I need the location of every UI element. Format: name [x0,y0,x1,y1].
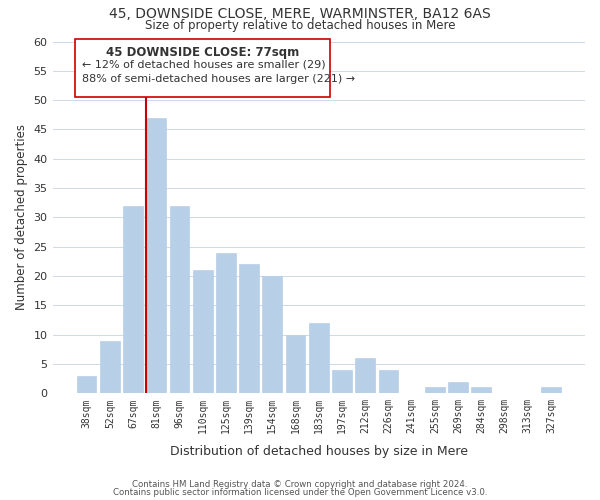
Bar [75,38,331,97]
Text: Contains public sector information licensed under the Open Government Licence v3: Contains public sector information licen… [113,488,487,497]
Bar [77,376,97,394]
Bar [355,358,375,394]
Text: 45, DOWNSIDE CLOSE, MERE, WARMINSTER, BA12 6AS: 45, DOWNSIDE CLOSE, MERE, WARMINSTER, BA… [109,8,491,22]
Text: 45 DOWNSIDE CLOSE: 77sqm: 45 DOWNSIDE CLOSE: 77sqm [106,46,299,59]
Bar [472,388,491,394]
X-axis label: Distribution of detached houses by size in Mere: Distribution of detached houses by size … [170,444,468,458]
Text: ← 12% of detached houses are smaller (29): ← 12% of detached houses are smaller (29… [82,59,326,69]
Bar [123,206,143,394]
Text: 88% of semi-detached houses are larger (221) →: 88% of semi-detached houses are larger (… [82,74,355,84]
Bar [286,334,305,394]
Text: Contains HM Land Registry data © Crown copyright and database right 2024.: Contains HM Land Registry data © Crown c… [132,480,468,489]
Bar [332,370,352,394]
Bar [262,276,282,394]
Y-axis label: Number of detached properties: Number of detached properties [15,124,28,310]
Bar [448,382,468,394]
Bar [146,118,166,394]
Bar [170,206,190,394]
Bar [541,388,561,394]
Bar [100,340,119,394]
Bar [379,370,398,394]
Bar [425,388,445,394]
Bar [239,264,259,394]
Bar [309,323,329,394]
Bar [193,270,212,394]
Bar [216,252,236,394]
Text: Size of property relative to detached houses in Mere: Size of property relative to detached ho… [145,18,455,32]
